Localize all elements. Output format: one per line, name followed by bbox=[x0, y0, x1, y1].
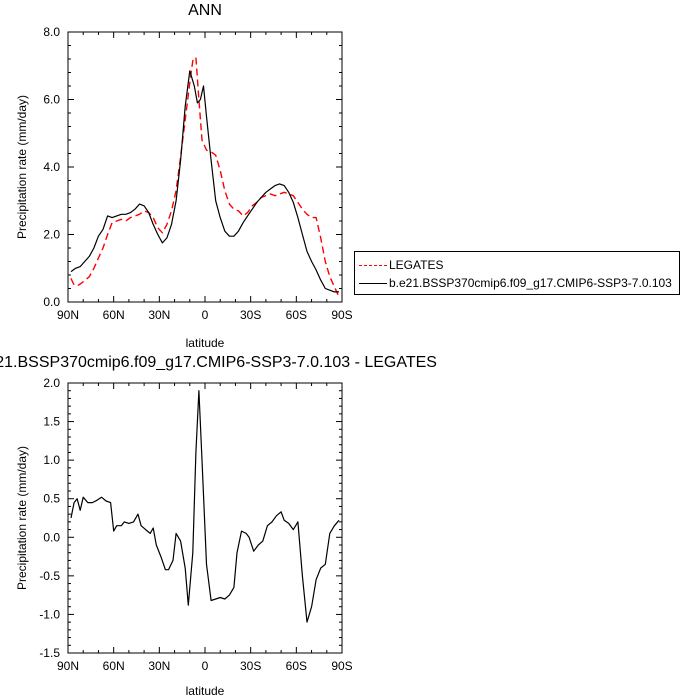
legend-label-legates: LEGATES bbox=[389, 258, 444, 272]
y-tick-label: 1.0 bbox=[43, 453, 60, 467]
x-tick-label: 90S bbox=[331, 659, 352, 673]
top-y-axis-label: Precipitation rate (mm/day) bbox=[15, 95, 29, 239]
top-panel: ANN 90N 60N 30N 0 30S 60S 90S 0.02.04.06.08.0 … bbox=[15, 2, 353, 350]
legend: LEGATES b.e21.BSSP370cmip6.f09_g17.CMIP6… bbox=[354, 251, 680, 295]
bottom-x-axis-label: latitude bbox=[186, 684, 225, 698]
legend-item-model: b.e21.BSSP370cmip6.f09_g17.CMIP6-SSP3-7.… bbox=[359, 274, 672, 292]
top-x-axis-label: latitude bbox=[186, 336, 225, 350]
legend-swatch-dashed bbox=[359, 264, 387, 266]
legend-item-legates: LEGATES bbox=[359, 256, 443, 274]
bottom-plot-frame bbox=[67, 382, 343, 654]
top-axis-ticks bbox=[67, 31, 343, 303]
y-tick-label: -1.5 bbox=[39, 646, 60, 660]
bottom-series-lines bbox=[70, 390, 340, 623]
bottom-panel: b.e21.BSSP370cmip6.f09_g17.CMIP6-SSP3-7.… bbox=[0, 354, 437, 698]
bottom-y-tick-labels: -1.5 -1.0 -0.5 0.0 0.5 1.0 1.5 2.0 bbox=[39, 376, 60, 660]
x-tick-label: 30N bbox=[148, 659, 170, 673]
bottom-x-tick-labels: 90N 60N 30N 0 30S 60S 90S bbox=[57, 659, 353, 673]
y-tick-label: -0.5 bbox=[39, 569, 60, 583]
top-chart-title: ANN bbox=[188, 2, 222, 19]
top-y-tick-labels: 0.0 2.0 4.0 6.0 8.0 bbox=[43, 25, 60, 309]
x-tick-label: 60S bbox=[286, 308, 307, 322]
top-series-lines bbox=[70, 56, 340, 298]
series-line-model bbox=[70, 390, 340, 623]
y-tick-label: 1.5 bbox=[43, 415, 60, 429]
y-tick-label: 0.0 bbox=[43, 295, 60, 309]
top-x-tick-labels: 90N 60N 30N 0 30S 60S 90S bbox=[57, 308, 353, 322]
x-tick-label: 90S bbox=[331, 308, 352, 322]
x-tick-label: 30S bbox=[240, 659, 261, 673]
legend-label-model: b.e21.BSSP370cmip6.f09_g17.CMIP6-SSP3-7.… bbox=[389, 276, 672, 290]
y-tick-label: 8.0 bbox=[43, 25, 60, 39]
series-line-model bbox=[70, 70, 339, 293]
x-tick-label: 90N bbox=[57, 659, 79, 673]
x-tick-label: 60N bbox=[103, 308, 125, 322]
y-tick-label: 0.5 bbox=[43, 492, 60, 506]
x-tick-label: 0 bbox=[202, 308, 209, 322]
x-tick-label: 90N bbox=[57, 308, 79, 322]
y-tick-label: 6.0 bbox=[43, 93, 60, 107]
x-tick-label: 0 bbox=[202, 659, 209, 673]
x-tick-label: 30N bbox=[148, 308, 170, 322]
series-line-legates bbox=[70, 56, 340, 298]
bottom-y-axis-label: Precipitation rate (mm/day) bbox=[15, 446, 29, 590]
y-tick-label: 2.0 bbox=[43, 376, 60, 390]
x-tick-label: 30S bbox=[240, 308, 261, 322]
x-tick-label: 60S bbox=[286, 659, 307, 673]
y-tick-label: -1.0 bbox=[39, 607, 60, 621]
top-plot-frame bbox=[67, 31, 343, 303]
y-tick-label: 4.0 bbox=[43, 160, 60, 174]
legend-swatch-solid bbox=[359, 282, 387, 284]
y-tick-label: 0.0 bbox=[43, 530, 60, 544]
bottom-chart-title: b.e21.BSSP370cmip6.f09_g17.CMIP6-SSP3-7.… bbox=[0, 354, 437, 371]
x-tick-label: 60N bbox=[103, 659, 125, 673]
y-tick-label: 2.0 bbox=[43, 228, 60, 242]
